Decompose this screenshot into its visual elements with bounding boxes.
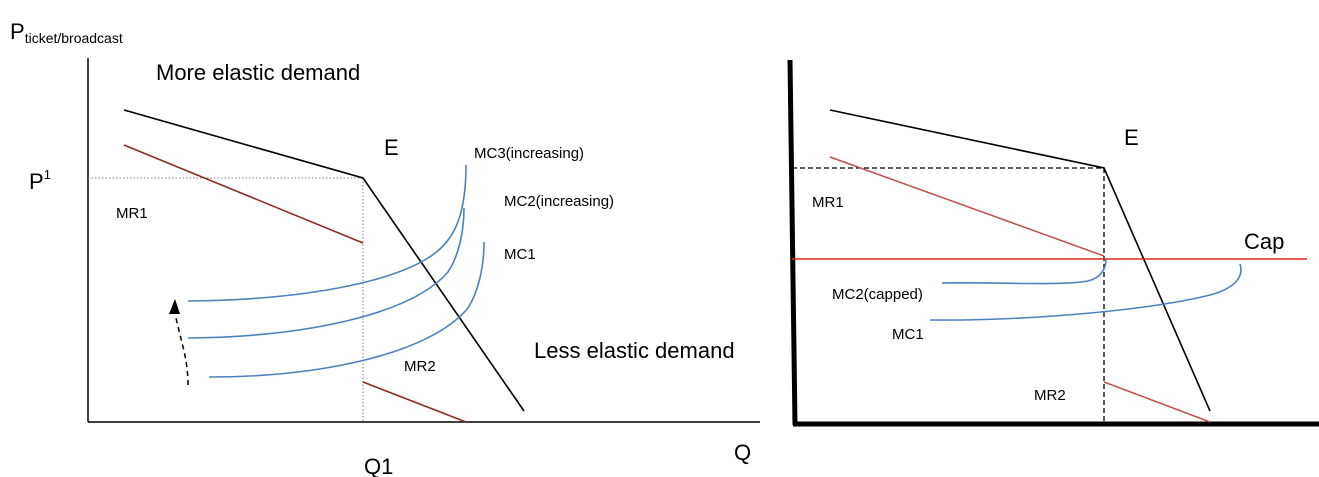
left-shift-arrow [175,317,189,386]
right-mc1-curve [929,263,1242,321]
left-mc3-curve [187,164,467,302]
left-kink-label: E [384,135,399,160]
left-mc2-label: MC2(increasing) [504,193,614,210]
left-quantity-label: Q1 [364,454,393,477]
left-mc2-curve [187,207,465,339]
right-panel: E MR1 Cap MC2(capped) MC1 MR2 [787,59,1319,427]
right-mc2-capped-curve [941,258,1107,285]
right-mc1-label: MC1 [892,326,924,343]
left-x-axis-label: Q [734,440,751,465]
left-demand-curve [123,109,525,412]
left-mc1-curve [208,241,485,378]
left-shift-arrowhead [169,299,180,314]
left-mc3-label: MC3(increasing) [474,145,584,162]
left-lower-region-label: Less elastic demand [534,338,735,363]
left-mr1-line [123,144,364,244]
left-mr2-label: MR2 [404,358,436,375]
right-mr1-line [829,156,1105,257]
right-mr2-label: MR2 [1034,387,1066,404]
left-mr1-label: MR1 [116,205,148,222]
right-mr1-label: MR1 [812,194,844,211]
left-panel: Pticket/broadcast More elastic demand E … [10,19,760,477]
left-mc1-label: MC1 [504,246,536,263]
right-mc2-capped-label: MC2(capped) [832,286,923,303]
right-y-axis [787,59,798,426]
left-upper-region-label: More elastic demand [156,60,360,85]
right-kink-label: E [1124,125,1139,150]
left-mr2-line [362,381,467,423]
right-demand-curve [829,109,1211,412]
right-cap-label: Cap [1244,229,1284,254]
left-y-axis-label: Pticket/broadcast [10,19,123,46]
right-mr2-line [1103,381,1211,423]
left-price-label: P1 [29,167,51,194]
